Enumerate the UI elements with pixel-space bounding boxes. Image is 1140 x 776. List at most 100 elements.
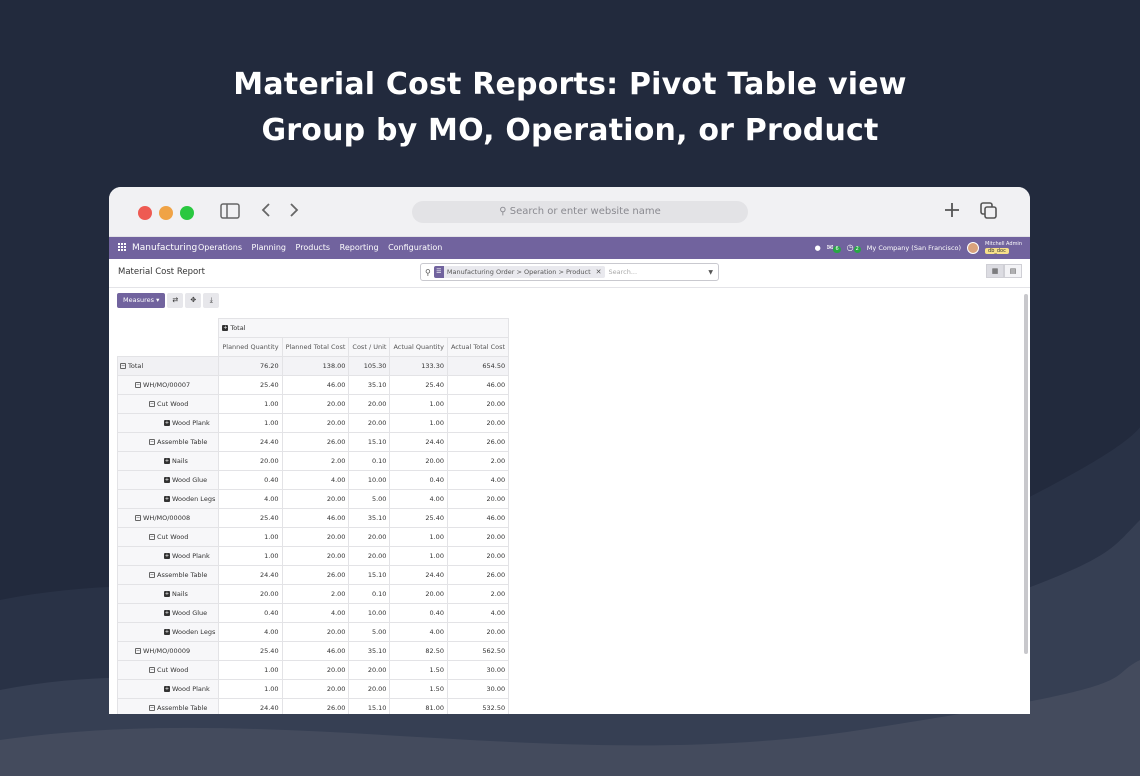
pivot-cell[interactable]: 1.00 <box>218 546 283 566</box>
pivot-cell[interactable]: 10.00 <box>348 603 391 623</box>
pivot-cell[interactable]: 0.10 <box>348 451 391 471</box>
pivot-cell[interactable]: 2.00 <box>446 451 510 471</box>
row-header[interactable]: + Wood Glue <box>116 470 220 490</box>
row-header[interactable]: + Wood Plank <box>116 679 220 699</box>
pivot-cell[interactable]: 76.20 <box>218 356 283 376</box>
measure-header[interactable]: Cost / Unit <box>348 337 391 357</box>
pivot-cell[interactable]: 20.00 <box>389 451 448 471</box>
menu-products[interactable]: Products <box>295 243 331 252</box>
search-options-toggle-icon[interactable]: ▼ <box>708 268 713 276</box>
pivot-cell[interactable]: 26.00 <box>281 432 350 452</box>
pivot-cell[interactable]: 20.00 <box>281 489 350 509</box>
pivot-cell[interactable]: 82.50 <box>389 641 448 661</box>
pivot-cell[interactable]: 20.00 <box>446 489 510 509</box>
row-header[interactable]: + Wooden Legs <box>116 489 220 509</box>
graph-view-button[interactable]: ▤ <box>1004 264 1022 278</box>
row-header[interactable]: + Wooden Legs <box>116 622 220 642</box>
pivot-cell[interactable]: 1.50 <box>389 679 448 699</box>
row-header[interactable]: − Cut Wood <box>116 527 220 547</box>
expand-all-button[interactable]: ✥ <box>185 293 202 308</box>
pivot-cell[interactable]: 1.00 <box>389 394 448 414</box>
menu-configuration[interactable]: Configuration <box>388 243 443 252</box>
pivot-cell[interactable]: 26.00 <box>281 565 350 585</box>
pivot-cell[interactable]: 20.00 <box>446 413 510 433</box>
pivot-cell[interactable]: 20.00 <box>348 527 391 547</box>
pivot-cell[interactable]: 25.40 <box>218 375 283 395</box>
avatar[interactable] <box>967 242 980 254</box>
pivot-cell[interactable]: 24.40 <box>218 565 283 585</box>
bug-icon[interactable]: ● <box>814 244 821 252</box>
pivot-cell[interactable]: 20.00 <box>446 394 510 414</box>
pivot-cell[interactable]: 15.10 <box>348 432 391 452</box>
row-header[interactable]: + Wood Glue <box>116 603 220 623</box>
pivot-cell[interactable]: 15.10 <box>348 565 391 585</box>
pivot-cell[interactable]: 10.00 <box>348 470 391 490</box>
pivot-cell[interactable]: 35.10 <box>348 641 391 661</box>
pivot-cell[interactable]: 26.00 <box>446 432 510 452</box>
pivot-cell[interactable]: 4.00 <box>389 622 448 642</box>
pivot-cell[interactable]: 5.00 <box>348 489 391 509</box>
pivot-cell[interactable]: 1.00 <box>389 527 448 547</box>
pivot-cell[interactable]: 1.00 <box>218 679 283 699</box>
pivot-cell[interactable]: 0.10 <box>348 584 391 604</box>
row-header[interactable]: − Cut Wood <box>116 660 220 680</box>
row-header[interactable]: − WH/MO/00008 <box>116 508 220 528</box>
pivot-cell[interactable]: 20.00 <box>281 394 350 414</box>
search-bar[interactable]: ⚲ ☰ Manufacturing Order > Operation > Pr… <box>420 263 719 281</box>
download-button[interactable]: ⤓ <box>203 293 220 308</box>
pivot-cell[interactable]: 30.00 <box>446 679 510 699</box>
pivot-cell[interactable]: 20.00 <box>281 679 350 699</box>
pivot-cell[interactable]: 35.10 <box>348 508 391 528</box>
pivot-cell[interactable]: 4.00 <box>446 470 510 490</box>
pivot-cell[interactable]: 4.00 <box>218 489 283 509</box>
pivot-cell[interactable]: 20.00 <box>446 546 510 566</box>
pivot-cell[interactable]: 20.00 <box>348 546 391 566</box>
pivot-cell[interactable]: 25.40 <box>218 508 283 528</box>
pivot-cell[interactable]: 46.00 <box>281 375 350 395</box>
measures-button[interactable]: Measures ▾ <box>117 293 166 308</box>
measure-header[interactable]: Planned Quantity <box>218 337 283 357</box>
measure-header[interactable]: Actual Quantity <box>389 337 448 357</box>
pivot-cell[interactable]: 4.00 <box>446 603 510 623</box>
pivot-cell[interactable]: 24.40 <box>218 432 283 452</box>
pivot-view-button[interactable]: ▦ <box>986 264 1004 278</box>
pivot-cell[interactable]: 0.40 <box>389 470 448 490</box>
pivot-cell[interactable]: 562.50 <box>446 641 510 661</box>
row-header[interactable]: − Assemble Table <box>116 432 220 452</box>
row-header[interactable]: + Wood Plank <box>116 413 220 433</box>
pivot-cell[interactable]: 81.00 <box>389 698 448 714</box>
maximize-window-button[interactable] <box>180 206 194 220</box>
back-icon[interactable] <box>261 202 271 222</box>
pivot-cell[interactable]: 1.50 <box>389 660 448 680</box>
measure-header[interactable]: Actual Total Cost <box>446 337 510 357</box>
pivot-cell[interactable]: 138.00 <box>281 356 350 376</box>
pivot-cell[interactable]: 1.00 <box>218 660 283 680</box>
row-header[interactable]: − Cut Wood <box>116 394 220 414</box>
search-placeholder[interactable]: Search... <box>608 268 638 276</box>
tabs-overview-icon[interactable] <box>979 201 999 225</box>
pivot-cell[interactable]: 24.40 <box>389 565 448 585</box>
pivot-cell[interactable]: 15.10 <box>348 698 391 714</box>
activities-icon[interactable]: ◷ 2 <box>846 243 861 253</box>
pivot-cell[interactable]: 20.00 <box>389 584 448 604</box>
pivot-cell[interactable]: 0.40 <box>389 603 448 623</box>
row-header[interactable]: + Wood Plank <box>116 546 220 566</box>
row-header[interactable]: − WH/MO/00007 <box>116 375 220 395</box>
pivot-cell[interactable]: 20.00 <box>446 622 510 642</box>
pivot-cell[interactable]: 24.40 <box>389 432 448 452</box>
pivot-cell[interactable]: 20.00 <box>348 679 391 699</box>
row-header[interactable]: − Assemble Table <box>116 565 220 585</box>
pivot-cell[interactable]: 46.00 <box>446 508 510 528</box>
pivot-cell[interactable]: 25.40 <box>389 375 448 395</box>
app-brand[interactable]: Manufacturing <box>132 243 198 253</box>
pivot-cell[interactable]: 2.00 <box>281 451 350 471</box>
menu-reporting[interactable]: Reporting <box>339 243 379 252</box>
pivot-cell[interactable]: 20.00 <box>281 527 350 547</box>
pivot-cell[interactable]: 2.00 <box>281 584 350 604</box>
minimize-window-button[interactable] <box>159 206 173 220</box>
pivot-cell[interactable]: 46.00 <box>281 508 350 528</box>
pivot-cell[interactable]: 20.00 <box>218 451 283 471</box>
pivot-cell[interactable]: 20.00 <box>348 413 391 433</box>
messages-icon[interactable]: ✉ 6 <box>826 243 841 253</box>
row-header[interactable]: − Total <box>116 356 220 376</box>
